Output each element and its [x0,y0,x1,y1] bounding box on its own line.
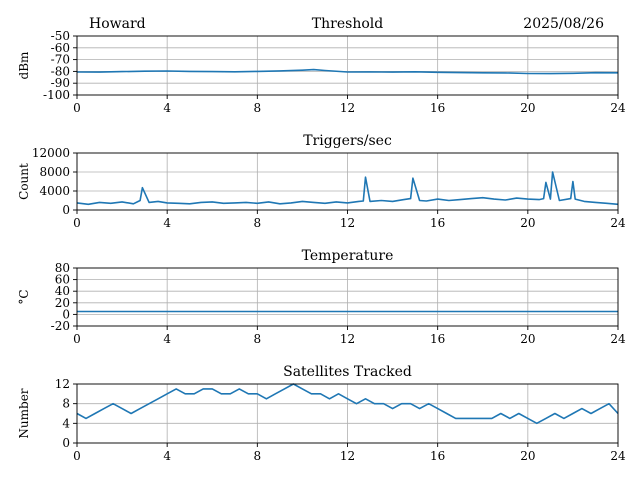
x-tick-label: 4 [163,332,171,346]
x-tick-label: 4 [163,101,171,115]
y-tick-label: -70 [51,53,70,67]
y-tick-label: 40 [55,284,70,298]
x-tick-label: 4 [163,449,171,463]
y-tick-label: 8000 [39,165,70,179]
x-tick-label: 12 [340,216,355,230]
x-tick-label: 8 [254,216,262,230]
panel-triggers: 0 4 8 12 16 20 24 0 4000 8000 12000 Triggers/sec Cou… [17,133,626,230]
y-axis-label: Count [17,163,31,200]
x-tick-label: 0 [73,101,81,115]
station-name: Howard [89,16,146,32]
x-tick-label: 0 [73,449,81,463]
x-tick-label: 16 [430,101,445,115]
x-tick-label: 24 [610,332,626,346]
x-tick-label: 12 [340,449,355,463]
y-tick-label: 12 [55,377,70,391]
y-tick-label: 0 [62,436,70,450]
report-date: 2025/08/26 [523,16,604,32]
series-line-0 [76,171,619,206]
y-tick-label: -90 [51,76,70,90]
y-tick-label: -80 [51,64,70,78]
x-tick-label: 8 [254,101,262,115]
chart-title: Satellites Tracked [283,364,412,380]
x-tick-label: 0 [73,332,81,346]
x-tick-label: 4 [163,216,171,230]
x-tick-label: 16 [430,332,445,346]
x-tick-label: 24 [610,101,626,115]
x-tick-label: 12 [340,101,355,115]
y-tick-label: -60 [51,41,70,55]
y-tick-label: 0 [62,307,70,321]
y-tick-label: -20 [51,319,70,333]
y-tick-label: 8 [62,397,70,411]
y-tick-label: 4 [62,416,70,430]
y-axis-label: dBm [17,51,31,80]
chart-title: Threshold [312,16,383,32]
y-tick-label: 60 [55,273,70,287]
x-tick-label: 24 [610,216,626,230]
y-tick-label: 20 [55,296,70,310]
panel-threshold: 0 4 8 12 16 20 24 -50-60-70-80-90-100 Threshold d… [17,16,626,115]
x-tick-label: 0 [73,216,81,230]
x-tick-label: 16 [430,216,445,230]
panel-satellites: 0 4 8 12 16 20 24 0 4 8 12 Satellites Tracked Number [17,364,626,463]
x-tick-label: 8 [254,332,262,346]
chart-title: Triggers/sec [303,133,392,149]
y-tick-label: 12000 [32,146,70,160]
y-axis-label: Number [17,388,31,438]
x-tick-label: 20 [520,332,535,346]
x-tick-label: 12 [340,332,355,346]
y-tick-label: 0 [62,203,70,217]
y-tick-label: 80 [55,261,70,275]
y-axis-label: °C [17,289,31,304]
x-tick-label: 20 [520,101,535,115]
y-tick-label: -100 [43,88,70,102]
x-tick-label: 20 [520,216,535,230]
y-tick-label: -50 [51,29,70,43]
x-tick-label: 8 [254,449,262,463]
x-tick-label: 16 [430,449,445,463]
chart-title: Temperature [302,248,394,264]
series-line-0 [76,68,619,75]
x-tick-label: 24 [610,449,626,463]
y-tick-label: 4000 [39,184,70,198]
x-tick-label: 20 [520,449,535,463]
